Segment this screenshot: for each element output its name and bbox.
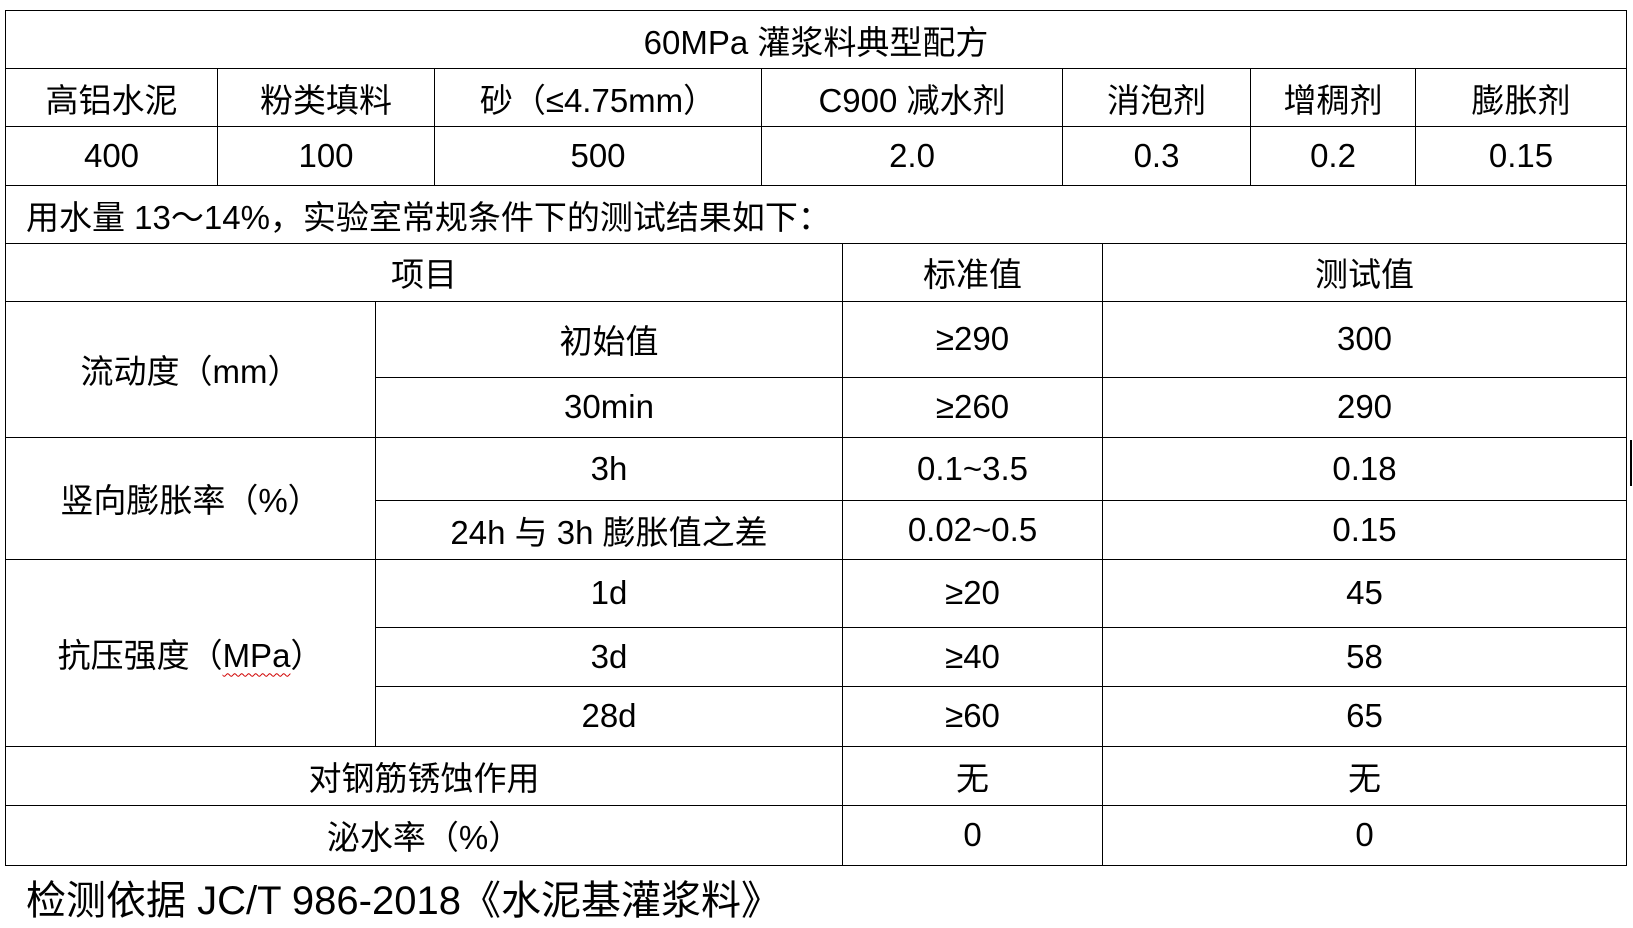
item-cell: 初始值 (375, 300, 843, 378)
table-row: 流动度（mm） 初始值 ≥290 300 (5, 300, 1627, 438)
item-cell: 30min (375, 376, 843, 438)
test-cell: 58 (1102, 626, 1627, 687)
standard-cell: ≥60 (842, 685, 1103, 747)
header-cell: 砂（≤4.75mm） (434, 68, 762, 127)
header-cell: 膨胀剂 (1415, 68, 1627, 127)
table-row: 30min ≥260 290 (6, 376, 1627, 438)
table-row: 竖向膨胀率（%） 3h 0.1~3.5 0.18 (5, 436, 1627, 560)
standard-cell: 0.1~3.5 (842, 436, 1103, 501)
table-title: 60MPa 灌浆料典型配方 (5, 10, 1627, 69)
item-cell: 对钢筋锈蚀作用 (5, 745, 843, 806)
value-cell: 400 (5, 126, 218, 186)
header-standard: 标准值 (842, 243, 1103, 302)
group-label-end: ） (290, 636, 324, 674)
header-cell: 增稠剂 (1250, 68, 1416, 127)
value-cell: 0.3 (1062, 126, 1251, 186)
test-cell: 0.15 (1102, 499, 1627, 560)
standard-cell: 0.02~0.5 (842, 499, 1103, 560)
test-cell: 0.18 (1102, 436, 1627, 501)
standard-cell: 0 (842, 804, 1103, 866)
item-cell: 3d (375, 626, 843, 687)
spellcheck-word: MPa (222, 636, 291, 674)
group-expansion: 竖向膨胀率（%） (5, 436, 376, 560)
test-cell: 290 (1102, 376, 1627, 438)
results-header-row: 项目 标准值 测试值 (5, 243, 1627, 302)
group-fluidity: 流动度（mm） (5, 300, 376, 438)
item-cell: 28d (375, 685, 843, 747)
header-cell: C900 减水剂 (761, 68, 1063, 127)
header-cell: 消泡剂 (1062, 68, 1251, 127)
standard-cell: ≥260 (842, 376, 1103, 438)
water-note: 用水量 13～14%，实验室常规条件下的测试结果如下： (5, 185, 1627, 244)
header-item: 项目 (5, 243, 843, 302)
table-row: 对钢筋锈蚀作用 无 无 (5, 745, 1627, 806)
item-cell: 3h (375, 436, 843, 501)
group-label: 抗压强度（ (57, 636, 223, 674)
item-cell: 24h 与 3h 膨胀值之差 (375, 499, 843, 560)
text-cursor (1630, 440, 1632, 486)
header-cell: 粉类填料 (217, 68, 435, 127)
standard-cell: ≥290 (842, 300, 1103, 378)
value-cell: 0.2 (1250, 126, 1416, 186)
footer-reference: 检测依据 JC/T 986-2018《水泥基灌浆料》 (26, 879, 781, 923)
value-cell: 100 (217, 126, 435, 186)
header-test: 测试值 (1102, 243, 1627, 302)
value-cell: 500 (434, 126, 762, 186)
test-cell: 45 (1102, 558, 1627, 628)
item-cell: 泌水率（%） (5, 804, 843, 866)
results-table: 项目 标准值 测试值 流动度（mm） 初始值 ≥290 300 30min ≥2… (5, 243, 1627, 866)
formula-header-row: 高铝水泥 粉类填料 砂（≤4.75mm） C900 减水剂 消泡剂 增稠剂 膨胀… (5, 68, 1627, 127)
standard-cell: 无 (842, 745, 1103, 806)
formula-value-row: 400 100 500 2.0 0.3 0.2 0.15 (5, 126, 1627, 186)
table-row: 泌水率（%） 0 0 (5, 804, 1627, 866)
value-cell: 2.0 (761, 126, 1063, 186)
group-compressive: 抗压强度（MPa） (5, 558, 376, 747)
header-cell: 高铝水泥 (5, 68, 218, 127)
table-row: 28d ≥60 65 (6, 685, 1627, 747)
standard-cell: ≥20 (842, 558, 1103, 628)
item-cell: 1d (375, 558, 843, 628)
table-row: 抗压强度（MPa） 1d ≥20 45 (5, 558, 1627, 747)
test-cell: 65 (1102, 685, 1627, 747)
formula-table: 60MPa 灌浆料典型配方 高铝水泥 粉类填料 砂（≤4.75mm） C900 … (5, 10, 1627, 244)
value-cell: 0.15 (1415, 126, 1627, 186)
standard-cell: ≥40 (842, 626, 1103, 687)
test-cell: 300 (1102, 300, 1627, 378)
test-cell: 0 (1102, 804, 1627, 866)
test-cell: 无 (1102, 745, 1627, 806)
